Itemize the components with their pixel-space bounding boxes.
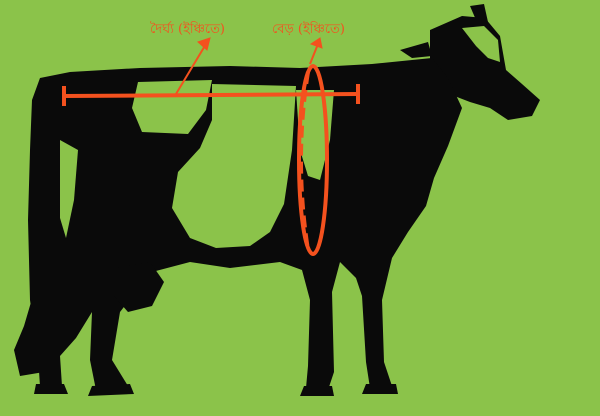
girth-label-leader [309,43,319,65]
white-patch-face [462,26,500,62]
length-label: দৈর্ঘ্য (ইঞ্চিতে) [150,22,225,37]
girth-label-arrowhead [309,37,323,49]
girth-ellipse-back-dashed [299,71,310,251]
length-measure-line [63,92,359,98]
hoof-front-left [300,386,334,396]
cow-udder [114,262,164,312]
measurement-overlay [62,37,360,256]
cow-tail [14,110,56,376]
cow-ear-right [470,4,488,22]
hoof-rear-right [88,384,134,396]
white-patch-rump [60,140,78,238]
cow-ear-left [400,42,432,58]
cow-head [430,16,540,120]
length-label-arrowhead [197,37,211,51]
length-label-leader [175,43,207,95]
girth-ellipse-front [297,64,329,256]
hoof-rear-left [34,384,68,394]
white-patch-side [172,84,296,248]
girth-label: বেড় (ইঞ্চিতে) [272,22,345,37]
hoof-front-right [362,384,398,394]
